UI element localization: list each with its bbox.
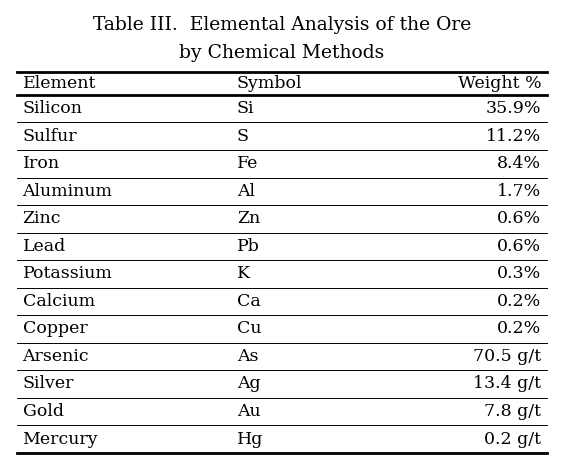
Text: Arsenic: Arsenic [23, 348, 89, 365]
Text: Calcium: Calcium [23, 293, 95, 310]
Text: 70.5 g/t: 70.5 g/t [473, 348, 541, 365]
Text: Table III.  Elemental Analysis of the Ore: Table III. Elemental Analysis of the Ore [93, 16, 471, 34]
Text: Zinc: Zinc [23, 210, 61, 227]
Text: Aluminum: Aluminum [23, 183, 113, 200]
Text: Mercury: Mercury [23, 431, 98, 448]
Text: Gold: Gold [23, 403, 64, 420]
Text: Ag: Ag [237, 375, 261, 393]
Text: 0.6%: 0.6% [497, 210, 541, 227]
Text: 0.6%: 0.6% [497, 238, 541, 255]
Text: Silver: Silver [23, 375, 74, 393]
Text: 8.4%: 8.4% [497, 155, 541, 172]
Text: 7.8 g/t: 7.8 g/t [484, 403, 541, 420]
Text: Hg: Hg [237, 431, 263, 448]
Text: 35.9%: 35.9% [486, 100, 541, 117]
Text: Pb: Pb [237, 238, 260, 255]
Text: 0.3%: 0.3% [497, 265, 541, 282]
Text: Zn: Zn [237, 210, 260, 227]
Text: Silicon: Silicon [23, 100, 82, 117]
Text: 11.2%: 11.2% [486, 128, 541, 145]
Text: Copper: Copper [23, 320, 87, 338]
Text: Ca: Ca [237, 293, 261, 310]
Text: Element: Element [23, 75, 96, 92]
Text: Si: Si [237, 100, 254, 117]
Text: by Chemical Methods: by Chemical Methods [179, 44, 385, 62]
Text: 0.2%: 0.2% [497, 293, 541, 310]
Text: Sulfur: Sulfur [23, 128, 77, 145]
Text: S: S [237, 128, 249, 145]
Text: Iron: Iron [23, 155, 60, 172]
Text: Al: Al [237, 183, 255, 200]
Text: Cu: Cu [237, 320, 261, 338]
Text: 13.4 g/t: 13.4 g/t [473, 375, 541, 393]
Text: Weight %: Weight % [458, 75, 541, 92]
Text: Lead: Lead [23, 238, 66, 255]
Text: K: K [237, 265, 250, 282]
Text: Fe: Fe [237, 155, 258, 172]
Text: 0.2%: 0.2% [497, 320, 541, 338]
Text: As: As [237, 348, 258, 365]
Text: 0.2 g/t: 0.2 g/t [484, 431, 541, 448]
Text: 1.7%: 1.7% [497, 183, 541, 200]
Text: Au: Au [237, 403, 261, 420]
Text: Symbol: Symbol [237, 75, 302, 92]
Text: Potassium: Potassium [23, 265, 112, 282]
